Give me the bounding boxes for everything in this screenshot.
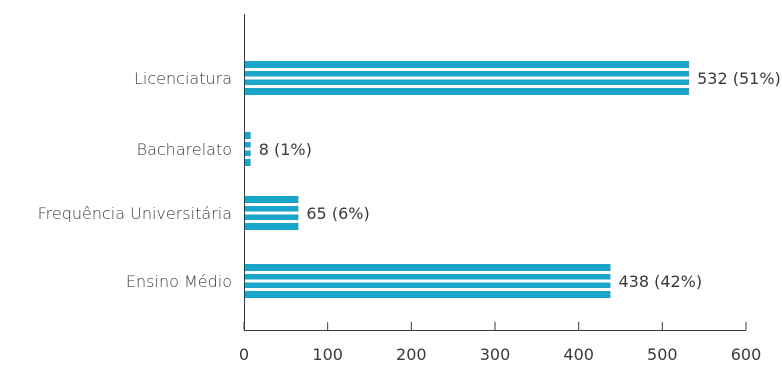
category-label: Bacharelato bbox=[137, 140, 232, 159]
category-label: Ensino Médio bbox=[126, 272, 232, 291]
bar-stripe bbox=[245, 76, 690, 80]
data-label: 532 (51%) bbox=[697, 69, 781, 88]
data-label: 8 (1%) bbox=[259, 140, 312, 159]
bar-stripe bbox=[245, 139, 251, 142]
bar-stripe bbox=[245, 279, 611, 283]
x-axis-ticks: 0 100 200 300 400 500 600 bbox=[239, 322, 761, 364]
x-tick-label: 500 bbox=[647, 345, 678, 364]
data-label: 65 (6%) bbox=[306, 204, 369, 223]
bar-stripe bbox=[245, 271, 611, 274]
category-labels: Licenciatura 532 (51%) Bacharelato 8 (1%) Fr… bbox=[38, 69, 781, 291]
x-tick-label: 0 bbox=[239, 345, 249, 364]
x-tick-label: 400 bbox=[563, 345, 594, 364]
bar-stripe bbox=[245, 68, 690, 71]
bar-stripe bbox=[245, 156, 251, 159]
bar-stripe bbox=[245, 288, 611, 291]
x-tick-label: 600 bbox=[731, 345, 762, 364]
x-tick-label: 300 bbox=[480, 345, 511, 364]
bar-stripe bbox=[245, 220, 299, 223]
bars-group bbox=[245, 61, 690, 298]
category-label: Frequência Universitária bbox=[38, 204, 232, 223]
bar-stripe bbox=[245, 203, 299, 206]
x-tick-label: 100 bbox=[312, 345, 343, 364]
category-label: Licenciatura bbox=[134, 69, 232, 88]
bar-stripe bbox=[245, 85, 690, 88]
bar-stripe bbox=[245, 147, 251, 151]
data-label: 438 (42%) bbox=[618, 272, 702, 291]
bar-stripe bbox=[245, 211, 299, 215]
x-tick-label: 200 bbox=[396, 345, 427, 364]
